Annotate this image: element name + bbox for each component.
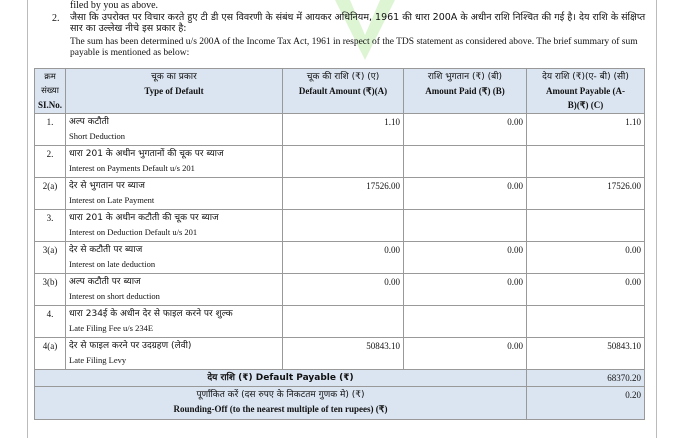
header-en: Type of Default (144, 86, 204, 96)
header-hi: चूक की राशि (₹) (ए) (306, 72, 380, 82)
row-default-amount: 0.00 (282, 273, 404, 306)
header-en: Amount Paid (₹) (B) (425, 86, 505, 96)
table-row: 1. अल्प कटौती Short Deduction 1.10 0.00 1… (34, 113, 645, 146)
row-type-hi: अल्प कटौती पर ब्याज (69, 277, 141, 287)
row-type-hi: देर से भुगतान पर ब्याज (69, 181, 145, 191)
row-amount-paid (403, 145, 527, 178)
watermark-logo (335, 0, 395, 60)
row-default-amount: 17526.00 (282, 177, 404, 210)
row-amount-payable (526, 145, 645, 178)
table-row: 4(a) देर से फाइल करने पर उदग्रहण (लेवी) L… (34, 337, 645, 370)
row-type-hi: धारा 234ई के अधीन देर से फाइल करने पर शु… (69, 309, 233, 319)
row-default-amount: 0.00 (282, 241, 404, 274)
header-hi: देय राशि (₹)(ए- बी) (सी) (542, 72, 629, 82)
table-row: 2. धारा 201 के अधीन भुगतानों की चूक पर ब… (34, 145, 645, 178)
table-row: 3(a) देर से कटौती पर ब्याज Interest on la… (34, 241, 645, 274)
rounding-row: पूर्णांकित करें (दस रुपए के निकटतम गुणक … (34, 386, 645, 420)
row-amount-paid (403, 305, 527, 338)
row-type-en: Interest on Late Payment (69, 195, 155, 205)
header-hi: चूक का प्रकार (151, 72, 197, 82)
row-default-amount (282, 145, 404, 178)
row-sl: 2(a) (34, 177, 66, 210)
page-border-right (656, 0, 657, 438)
total-row: देय राशि (₹) Default Payable (₹) 68370.2… (34, 369, 645, 387)
intro-tail: filed by you as above. (70, 0, 159, 11)
para-hindi: जैसा कि उपरोक्त पर विचार करते हुए टी डी … (70, 12, 646, 34)
row-default-amount (282, 209, 404, 242)
row-type-hi: धारा 201 के अधीन भुगतानों की चूक पर ब्या… (69, 149, 224, 159)
row-sl: 4. (34, 305, 66, 338)
header-en: Amount Payable (A-B)(₹) (C) (546, 86, 625, 110)
header-hi: राशि भुगतान (₹) (बी) (427, 72, 503, 82)
row-default-amount: 1.10 (282, 113, 404, 146)
header-hi: क्रम संख्या (41, 72, 59, 96)
row-amount-payable: 17526.00 (526, 177, 645, 210)
summary-table: क्रम संख्या SI.No. चूक का प्रकार Type of D… (34, 68, 645, 420)
row-sl: 4(a) (34, 337, 66, 370)
table-header: क्रम संख्या SI.No. चूक का प्रकार Type of D… (34, 68, 645, 114)
header-en: SI.No. (37, 100, 62, 110)
row-amount-paid: 0.00 (403, 113, 527, 146)
row-type-en: Late Filing Fee u/s 234E (69, 323, 154, 333)
row-amount-payable (526, 305, 645, 338)
row-type-hi: अल्प कटौती (69, 117, 109, 127)
row-amount-payable: 0.00 (526, 273, 645, 306)
row-sl: 1. (34, 113, 66, 146)
row-amount-payable: 0.00 (526, 241, 645, 274)
rounding-en: Rounding-Off (to the nearest multiple of… (173, 404, 388, 414)
row-amount-paid: 0.00 (403, 177, 527, 210)
row-amount-payable: 1.10 (526, 113, 645, 146)
para-english: The sum has been determined u/s 200A of … (70, 37, 638, 58)
row-type-en: Interest on Payments Default u/s 201 (69, 163, 195, 173)
table-row: 3(b) अल्प कटौती पर ब्याज Interest on shor… (34, 273, 645, 306)
row-amount-payable (526, 209, 645, 242)
table-row: 4. धारा 234ई के अधीन देर से फाइल करने पर… (34, 305, 645, 338)
row-type-en: Short Deduction (69, 131, 125, 141)
row-type-en: Interest on Deduction Default u/s 201 (69, 227, 198, 237)
table-row: 2(a) देर से भुगतान पर ब्याज Interest on L… (34, 177, 645, 210)
row-sl: 3(a) (34, 241, 66, 274)
row-type-en: Late Filing Levy (69, 355, 127, 365)
row-amount-paid (403, 209, 527, 242)
rounding-hi: पूर्णांकित करें (दस रुपए के निकटतम गुणक … (196, 390, 365, 400)
page-border-left (27, 0, 28, 438)
row-sl: 3. (34, 209, 66, 242)
rounding-value: 0.20 (526, 386, 645, 420)
row-amount-payable: 50843.10 (526, 337, 645, 370)
row-default-amount: 50843.10 (282, 337, 404, 370)
row-sl: 3(b) (34, 273, 66, 306)
table-row: 3. धारा 201 के अधीन कटौती की चूक पर ब्या… (34, 209, 645, 242)
row-type-hi: देर से फाइल करने पर उदग्रहण (लेवी) (69, 341, 192, 351)
total-label: देय राशि (₹) Default Payable (₹) (34, 369, 527, 387)
row-sl: 2. (34, 145, 66, 178)
header-en: Default Amount (₹)(A) (298, 86, 388, 96)
row-amount-paid: 0.00 (403, 241, 527, 274)
para-number: 2. (52, 13, 60, 24)
total-value: 68370.20 (526, 369, 645, 387)
row-amount-paid: 0.00 (403, 273, 527, 306)
row-default-amount (282, 305, 404, 338)
row-type-hi: धारा 201 के अधीन कटौती की चूक पर ब्याज (69, 213, 219, 223)
row-type-en: Interest on late deduction (69, 259, 156, 269)
row-amount-paid: 0.00 (403, 337, 527, 370)
row-type-en: Interest on short deduction (69, 291, 160, 301)
row-type-hi: देर से कटौती पर ब्याज (69, 245, 143, 255)
